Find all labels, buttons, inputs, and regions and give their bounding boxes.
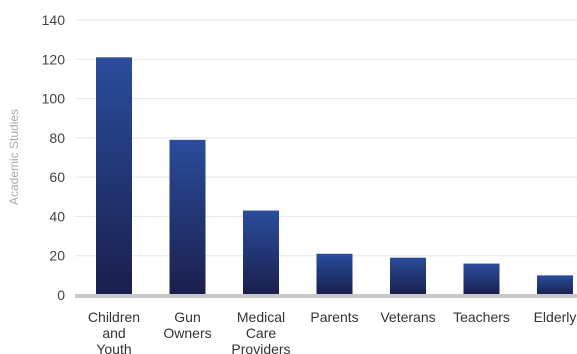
x-axis-labels: Children and Youth Gun Owners Medical Care Prov… — [88, 309, 576, 354]
y-tick-label: 120 — [42, 51, 66, 67]
bar — [96, 57, 132, 296]
y-axis-title: Academic Studies — [7, 109, 21, 205]
x-category-label: Parents — [310, 309, 358, 325]
x-category-label: Children and Youth — [88, 309, 140, 354]
bar — [390, 257, 426, 295]
y-tick-label: 0 — [57, 287, 65, 303]
x-category-label: Teachers — [453, 309, 510, 325]
x-category-label: Elderly — [534, 309, 577, 325]
bar — [316, 253, 353, 295]
bar — [243, 210, 279, 295]
bar — [537, 275, 573, 295]
y-tick-label: 20 — [49, 248, 65, 264]
y-axis-ticks: 0 20 40 60 80 100 120 140 — [42, 12, 66, 303]
y-tick-label: 60 — [49, 169, 65, 185]
x-category-label: Gun Owners — [163, 309, 211, 341]
x-category-label: Medical Care Providers — [231, 309, 290, 354]
bar — [169, 139, 206, 295]
y-tick-label: 40 — [49, 208, 65, 224]
y-tick-label: 140 — [42, 12, 66, 28]
bars — [96, 57, 573, 296]
x-category-label: Veterans — [380, 309, 435, 325]
gridlines — [75, 19, 577, 257]
y-tick-label: 80 — [49, 130, 65, 146]
y-tick-label: 100 — [42, 91, 66, 107]
bar — [463, 263, 500, 295]
